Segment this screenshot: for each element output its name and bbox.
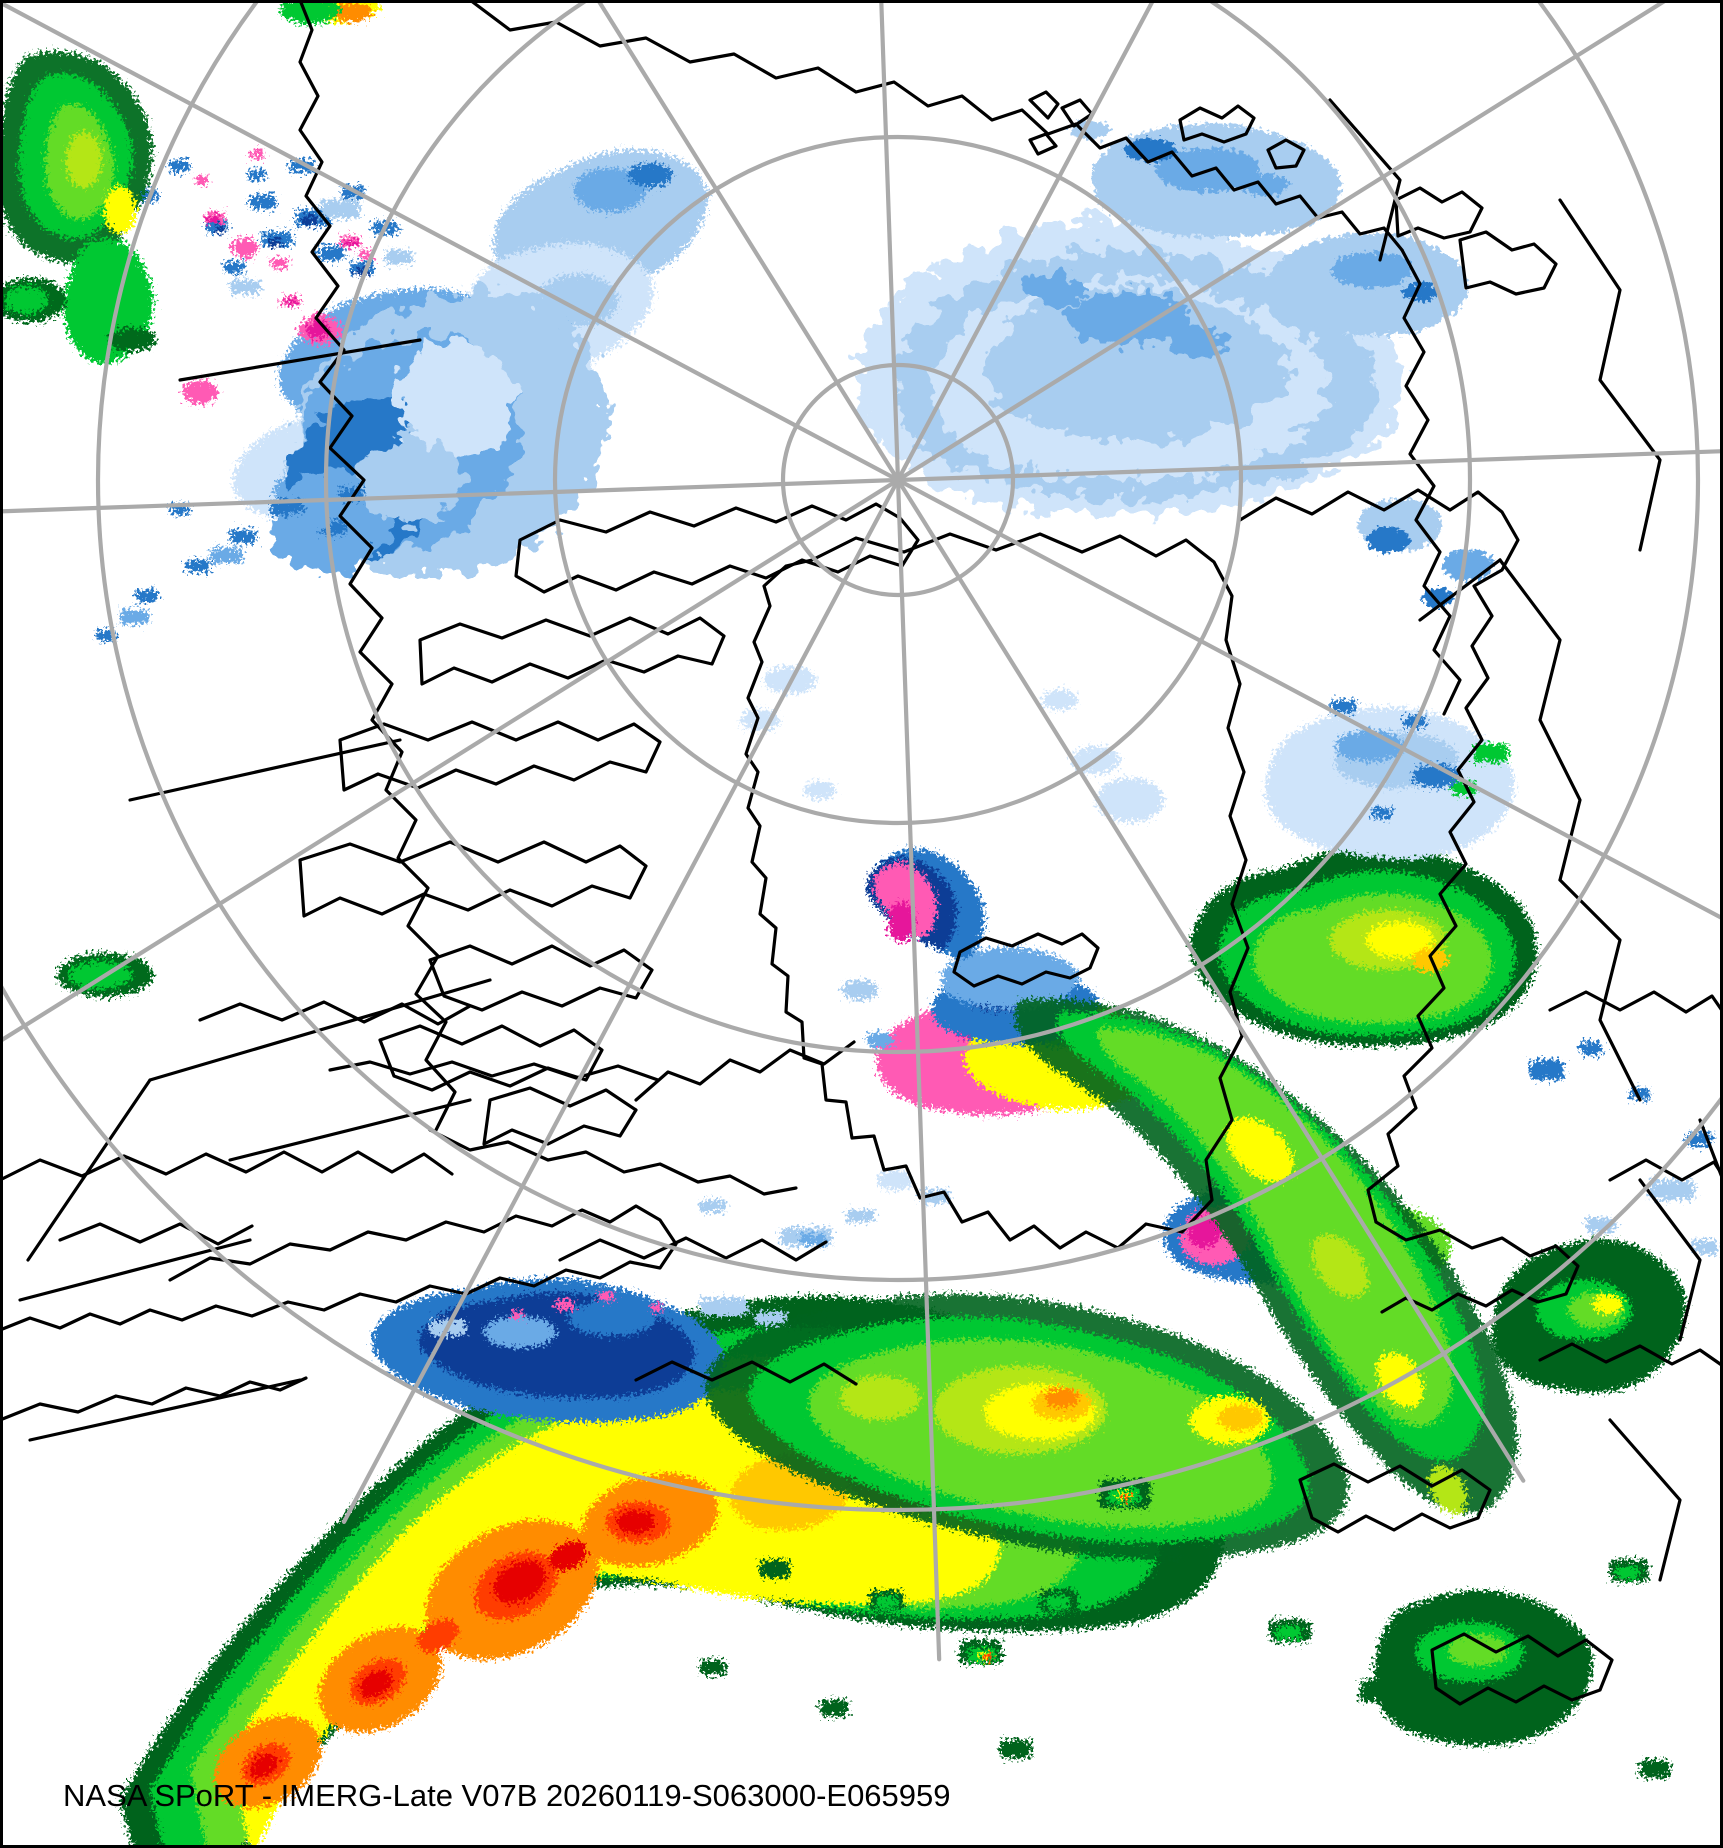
border-provinces-south	[28, 1378, 302, 1442]
coastline-sweden-baltic	[1374, 1220, 1580, 1314]
coastline-southampton-island	[378, 1024, 604, 1092]
precip-region-greenland-se-coast	[866, 848, 985, 960]
meridian-210	[895, 477, 942, 1662]
coastline-hudson-bay-island	[482, 1086, 638, 1146]
precip-region-novaya-zemlya	[1267, 232, 1469, 336]
coastlines	[0, 0, 1723, 1706]
meridian-60	[895, 0, 1455, 483]
meridian-30	[854, 0, 901, 483]
coastline-finland-north	[1548, 990, 1723, 1014]
precip-region-british-isles	[1374, 1238, 1687, 1746]
meridian-0	[270, 0, 901, 483]
meridian-120	[895, 436, 1723, 483]
coastline-alaska-south	[428, 1128, 798, 1196]
coastline-baffin-island-north	[428, 944, 654, 1012]
coastline-british-isles-north	[1298, 1462, 1492, 1534]
coastline-alaska-peninsula	[0, 1204, 678, 1332]
border-arctic-islands	[128, 738, 402, 802]
latitude-circle-60	[324, 0, 1472, 1054]
graticule	[0, 0, 1723, 1662]
precip-region-chukotka-pink	[182, 238, 342, 404]
meridian-270	[0, 477, 901, 1108]
border-finland-sweden	[1558, 878, 1642, 1102]
coastline-baltic-south	[1538, 1342, 1723, 1368]
precip-region-barents-kara	[859, 217, 1403, 517]
coastline-hudson-bay-south	[558, 1236, 828, 1262]
precip-region-north-atlantic	[705, 1294, 1349, 1560]
coastline-banks-island	[298, 840, 648, 918]
precip-region-alaska-panhandle	[0, 51, 154, 364]
coastline-kamchatka-east	[298, 0, 457, 1132]
coastline-russia-west	[1400, 248, 1462, 716]
coastline-great-slave-lake	[58, 1222, 254, 1246]
latitude-circle-70	[552, 134, 1244, 826]
border-baltic-states	[1638, 1178, 1702, 1342]
meridian-300	[0, 477, 901, 524]
coastline-novaya-zemlya-south	[1458, 230, 1558, 296]
coastline-great-bear-lake	[198, 1000, 472, 1026]
latitude-circle-40	[0, 979, 1723, 1512]
coastline-franz-josef-c	[1028, 132, 1058, 156]
border-russia-north2	[1328, 98, 1402, 262]
meridian-240	[341, 477, 901, 1524]
border-russia-finland	[1498, 558, 1582, 882]
product-caption: NASA SPoRT - IMERG-Late V07B 20260119-S0…	[63, 1778, 951, 1813]
coastline-franz-josef-a	[1028, 90, 1060, 120]
border-yukon-nwt	[26, 1078, 152, 1262]
border-russia-east	[1558, 198, 1662, 552]
coastline-iceland	[952, 932, 1100, 988]
coastline-norway	[1238, 488, 1520, 1224]
coastline-yukon	[328, 1060, 660, 1082]
latitude-circle-80	[780, 362, 1016, 598]
coastline-canada-west	[0, 1150, 454, 1182]
precip-region-baffin-bay	[740, 666, 1164, 1190]
precip-region-kamchatka	[280, 0, 380, 24]
border-interior	[228, 1098, 472, 1162]
border-east-edge	[1698, 1118, 1723, 1182]
border-europe-central	[1608, 1418, 1682, 1582]
coastline-aleutian-chain	[0, 1376, 308, 1422]
coastline-svalbard-east	[1266, 138, 1306, 170]
meridian-150	[895, 477, 1723, 1037]
coastline-siberia-arctic	[468, 0, 1404, 252]
border-russia-alaska	[178, 338, 422, 382]
precip-region-norwegian-sea	[1190, 846, 1538, 1047]
coastline-novaya-zemlya-north	[1394, 186, 1484, 240]
coastline-devon-island	[418, 616, 726, 686]
coastline-labrador	[634, 1360, 858, 1386]
meridians	[0, 0, 1723, 1662]
meridian-180	[895, 477, 1526, 1483]
meridian-90	[895, 0, 1723, 483]
border-nwt-nunavut	[148, 978, 492, 1082]
latitude-circle-50	[96, 0, 1700, 1282]
precip-region-alaska-north-speckle	[96, 488, 364, 641]
meridian-330	[0, 0, 901, 483]
coastline-ireland-uk	[1430, 1632, 1614, 1706]
coastline-svalbard	[1178, 104, 1256, 144]
